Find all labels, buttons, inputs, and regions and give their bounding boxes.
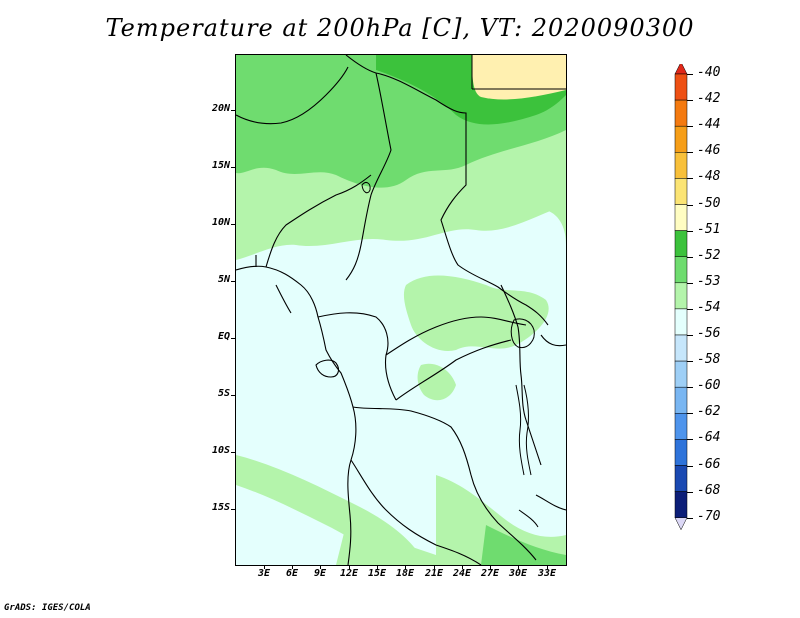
colorbar-tick xyxy=(687,387,693,389)
lon-label-6e: 6E xyxy=(285,568,299,579)
lon-tick xyxy=(462,565,463,569)
colorbar-swatch xyxy=(674,465,688,492)
colorbar-tick xyxy=(687,100,693,102)
lon-label-9e: 9E xyxy=(313,568,327,579)
colorbar-tick xyxy=(687,152,693,154)
colorbar-label: -46 xyxy=(697,143,721,159)
colorbar-label: -58 xyxy=(697,352,721,368)
colorbar-swatch xyxy=(674,439,688,466)
colorbar-swatch xyxy=(674,204,688,231)
lon-label-18e: 18E xyxy=(395,568,415,579)
lon-tick xyxy=(292,565,293,569)
lat-tick xyxy=(231,281,236,282)
colorbar-label: -51 xyxy=(697,221,721,237)
colorbar-tick xyxy=(687,204,693,206)
colorbar-tick xyxy=(687,335,693,336)
colorbar-label: -53 xyxy=(697,273,721,289)
lon-label-21e: 21E xyxy=(424,568,444,579)
colorbar-label: -52 xyxy=(697,247,721,263)
colorbar-tick xyxy=(687,74,693,75)
colorbar-tick xyxy=(687,465,693,467)
colorbar-label: -64 xyxy=(697,430,721,446)
lon-label-33e: 33E xyxy=(537,568,557,579)
lat-label-15s: 15S xyxy=(211,502,230,513)
colorbar-swatches xyxy=(674,64,688,531)
colorbar-tick xyxy=(687,439,693,441)
colorbar-swatch xyxy=(674,308,688,336)
colorbar-swatch xyxy=(674,386,688,414)
colorbar-swatch xyxy=(674,178,688,205)
lat-label-5n: 5N xyxy=(217,274,230,285)
lon-label-27e: 27E xyxy=(480,568,500,579)
lat-tick xyxy=(231,509,236,510)
colorbar-tick xyxy=(687,413,693,415)
colorbar-tick xyxy=(687,126,693,128)
credit-text: GrADS: IGES/COLA xyxy=(4,603,91,613)
lat-tick xyxy=(231,338,236,339)
colorbar-bottom-arrow xyxy=(674,517,688,531)
colorbar-label: -60 xyxy=(697,378,721,394)
colorbar-label: -40 xyxy=(697,65,721,80)
colorbar-label: -48 xyxy=(697,169,721,185)
colorbar-label: -66 xyxy=(697,456,721,472)
lon-tick xyxy=(405,565,406,569)
lon-tick xyxy=(264,565,265,569)
lon-label-30e: 30E xyxy=(508,568,528,579)
colorbar-tick xyxy=(687,282,693,284)
colorbar-swatch xyxy=(674,282,688,310)
lon-label-15e: 15E xyxy=(367,568,387,579)
colorbar-swatch xyxy=(674,152,688,179)
colorbar-swatch xyxy=(674,360,688,388)
lat-label-eq: EQ xyxy=(217,331,230,342)
lon-label-24e: 24E xyxy=(452,568,472,579)
lat-label-5s: 5S xyxy=(217,388,230,399)
lat-label-15n: 15N xyxy=(211,160,230,171)
lon-label-12e: 12E xyxy=(339,568,359,579)
colorbar-tick xyxy=(687,517,693,519)
colorbar-label: -68 xyxy=(697,482,721,498)
lon-tick xyxy=(377,565,378,569)
lon-tick xyxy=(349,565,350,569)
lat-tick xyxy=(231,224,236,225)
colorbar-label: -44 xyxy=(697,117,721,133)
colorbar-top-arrow xyxy=(674,64,688,75)
colorbar-swatch xyxy=(674,99,688,127)
lon-tick xyxy=(434,565,435,569)
colorbar-swatch xyxy=(674,413,688,440)
colorbar-label: -70 xyxy=(697,508,721,524)
colorbar-tick xyxy=(687,178,693,180)
colorbar-label: -42 xyxy=(697,91,721,107)
colorbar-swatch xyxy=(674,230,688,257)
colorbar-tick xyxy=(687,256,693,258)
lon-tick xyxy=(518,565,519,569)
lat-tick xyxy=(231,110,236,111)
lat-label-10n: 10N xyxy=(211,217,230,228)
colorbar-swatch xyxy=(674,125,688,153)
colorbar-swatch xyxy=(674,334,688,362)
lon-tick xyxy=(490,565,491,569)
colorbar-tick xyxy=(687,308,693,310)
colorbar xyxy=(674,64,688,564)
chart-title: Temperature at 200hPa [C], VT: 202009030… xyxy=(105,14,695,42)
colorbar-label: -54 xyxy=(697,299,721,315)
colorbar-swatch xyxy=(674,73,688,101)
lon-tick xyxy=(320,565,321,569)
colorbar-tick xyxy=(687,361,693,363)
lat-tick xyxy=(231,167,236,168)
colorbar-label: -50 xyxy=(697,195,721,211)
lon-label-3e: 3E xyxy=(257,568,271,579)
colorbar-label: -62 xyxy=(697,404,721,420)
lat-label-10s: 10S xyxy=(211,445,230,456)
lat-label-20n: 20N xyxy=(211,103,230,114)
colorbar-tick xyxy=(687,230,693,232)
lat-tick xyxy=(231,395,236,396)
temperature-field xyxy=(236,55,566,565)
map-panel xyxy=(235,54,567,566)
colorbar-swatch xyxy=(674,491,688,518)
lat-tick xyxy=(231,452,236,453)
colorbar-swatch xyxy=(674,256,688,284)
lon-tick xyxy=(547,565,548,569)
colorbar-label: -56 xyxy=(697,326,721,341)
colorbar-tick xyxy=(687,491,693,493)
